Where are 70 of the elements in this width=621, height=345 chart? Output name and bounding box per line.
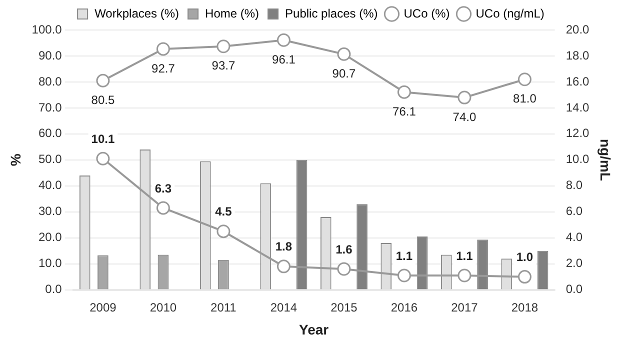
data-label: 90.7 — [332, 66, 356, 80]
x-tick-label: 2018 — [511, 300, 538, 314]
y2-tick-label: 18.0 — [566, 48, 590, 62]
point — [156, 201, 170, 215]
data-label: 81.0 — [513, 92, 537, 106]
y-tick-label: 80.0 — [38, 74, 62, 88]
x-tick-label: 2015 — [330, 300, 358, 314]
data-label: 92.7 — [152, 61, 176, 76]
legend-label: UCo (ng/mL) — [476, 6, 544, 20]
point — [96, 152, 110, 166]
y-tick-label: 30.0 — [38, 204, 62, 218]
data-label: 1.6 — [336, 242, 353, 256]
y-tick-label: 70.0 — [38, 100, 62, 114]
point — [156, 42, 170, 56]
data-label: 1.1 — [396, 248, 413, 263]
y-axis-title: % — [7, 153, 24, 166]
data-label: 1.1 — [456, 248, 474, 263]
data-label: 76.1 — [392, 104, 416, 118]
data-label: 4.5 — [215, 204, 232, 219]
point — [397, 85, 411, 99]
point — [337, 47, 351, 61]
y-tick-label: 0.0 — [45, 282, 62, 296]
point — [276, 260, 290, 274]
point — [397, 268, 411, 282]
x-axis-title: Year — [299, 321, 330, 338]
x-tick-label: 2011 — [210, 300, 237, 314]
x-tick-label: 2009 — [90, 300, 117, 314]
legend-label: Home (%) — [205, 6, 260, 20]
data-label: 96.1 — [272, 52, 296, 66]
x-tick-label: 2014 — [270, 300, 298, 314]
y2-tick-label: 0.0 — [566, 282, 583, 296]
y2-axis-title: ng/mL — [598, 138, 614, 182]
data-label: 93.7 — [212, 58, 236, 73]
point — [518, 270, 532, 284]
point — [276, 33, 290, 47]
data-label: 6.3 — [154, 181, 172, 196]
y-tick-label: 60.0 — [38, 126, 62, 140]
y-tick-label: 50.0 — [38, 152, 62, 166]
point — [216, 40, 230, 54]
y2-tick-label: 20.0 — [566, 22, 590, 36]
point — [337, 262, 351, 276]
y-tick-label: 20.0 — [38, 230, 62, 244]
y2-tick-label: 6.0 — [566, 204, 583, 218]
legend-label: UCo (%) — [404, 6, 450, 20]
y2-tick-label: 12.0 — [566, 126, 590, 140]
data-label: 74.0 — [452, 110, 476, 124]
y2-tick-label: 4.0 — [566, 230, 583, 244]
y-tick-label: 10.0 — [38, 256, 62, 270]
y2-tick-label: 10.0 — [566, 152, 590, 166]
data-label: 1.8 — [275, 240, 292, 254]
y2-tick-label: 2.0 — [566, 256, 583, 270]
y2-tick-label: 16.0 — [566, 74, 590, 88]
x-tick-label: 2017 — [451, 300, 478, 314]
y2-tick-label: 8.0 — [566, 178, 583, 192]
point — [458, 268, 472, 282]
data-label: 80.5 — [91, 92, 115, 107]
point — [216, 224, 230, 238]
legend-label: Workplaces (%) — [94, 6, 180, 20]
x-tick-label: 2010 — [150, 300, 177, 314]
y2-tick-label: 14.0 — [566, 100, 590, 114]
legend-label: Public places (%) — [285, 6, 378, 20]
x-tick-label: 2016 — [390, 300, 418, 314]
data-label: 1.0 — [516, 250, 534, 264]
data-label: 10.1 — [91, 132, 115, 146]
point — [96, 74, 110, 88]
y-tick-label: 90.0 — [38, 48, 62, 62]
y-tick-label: 100.0 — [32, 22, 62, 36]
y-tick-label: 40.0 — [38, 178, 62, 192]
point — [458, 90, 472, 104]
point — [518, 72, 532, 86]
